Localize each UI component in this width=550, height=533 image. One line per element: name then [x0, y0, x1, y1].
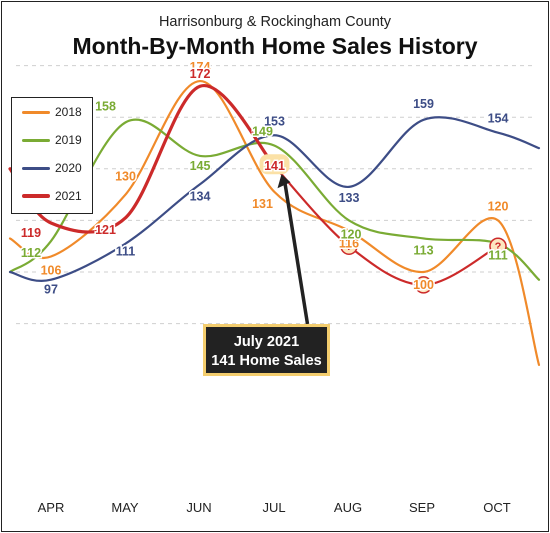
legend-item-2019: 2019 [12, 131, 92, 151]
legend-label-2021: 2021 [55, 189, 82, 203]
data-label-2020: 111 [116, 245, 136, 259]
series-line-2021-projection [273, 165, 499, 287]
legend-label-2019: 2019 [55, 133, 82, 147]
data-label-2018: 174 [190, 60, 211, 74]
series-line-2021 [8, 84, 277, 234]
x-tick-jun: JUN [186, 500, 212, 515]
question-marker-label: ? [495, 241, 502, 253]
data-label-2020: 134 [190, 189, 211, 203]
series-line-2018 [8, 79, 541, 366]
july-2021-highlight [259, 154, 290, 175]
data-label-2019: 112 [21, 246, 41, 260]
legend-swatch-2021 [22, 194, 50, 198]
data-label-2018: 120 [488, 199, 509, 213]
data-label-2019: 158 [95, 99, 116, 113]
x-tick-oct: OCT [483, 500, 511, 515]
series-line-2020 [8, 116, 541, 282]
legend-label-2018: 2018 [55, 105, 82, 119]
data-label-2019: 149 [252, 125, 273, 139]
data-label-2020: 97 [44, 283, 58, 297]
data-label-2020: 133 [339, 191, 360, 205]
callout-line-1: July 2021 [233, 334, 300, 350]
data-label-2018: 116 [339, 237, 359, 251]
legend-swatch-2020 [22, 167, 50, 170]
x-tick-apr: APR [37, 500, 65, 515]
data-label-2019: 120 [341, 227, 362, 241]
legend-swatch-2019 [22, 139, 50, 142]
chart-title: Month-By-Month Home Sales History [72, 33, 478, 59]
data-label-2019: 111 [488, 249, 508, 263]
data-label-2020: 154 [488, 112, 509, 126]
legend-swatch-2018 [22, 111, 50, 114]
data-label-2018: 100 [413, 278, 434, 292]
callout-arrow-line [282, 179, 310, 325]
question-marker [340, 237, 358, 255]
question-marker [414, 276, 433, 294]
legend-item-2021: 2021 [12, 187, 92, 207]
data-label-2021: 121 [95, 223, 116, 237]
question-marker-label: ? [420, 280, 427, 292]
data-label-2019: 145 [190, 159, 211, 173]
callout-line-2: 141 Home Sales [211, 353, 322, 369]
data-label-2020: 159 [413, 97, 434, 111]
x-tick-jul: JUL [262, 500, 286, 515]
data-label-2018: 131 [252, 197, 273, 211]
data-label-2021: 141 [264, 159, 285, 173]
x-tick-sep: SEP [408, 500, 435, 515]
callout-arrow-head [277, 174, 291, 189]
data-label-2021: 119 [21, 226, 41, 240]
legend: 2018 2019 2020 2021 [11, 97, 93, 214]
data-label-2018: 130 [115, 170, 136, 184]
question-marker [489, 237, 507, 255]
data-label-2021: 172 [190, 67, 211, 81]
legend-item-2018: 2018 [12, 103, 92, 123]
data-label-2020: 153 [264, 114, 285, 128]
data-label-2019: 113 [413, 243, 433, 257]
data-label-2018: 106 [41, 264, 62, 278]
x-tick-aug: AUG [333, 500, 363, 515]
chart-subtitle: Harrisonburg & Rockingham County [158, 14, 392, 30]
july-2021-callout: July 2021 141 Home Sales [203, 324, 330, 376]
x-tick-may: MAY [111, 500, 139, 515]
legend-label-2020: 2020 [55, 161, 82, 175]
legend-item-2020: 2020 [12, 159, 92, 179]
question-marker-label: ? [346, 241, 353, 253]
